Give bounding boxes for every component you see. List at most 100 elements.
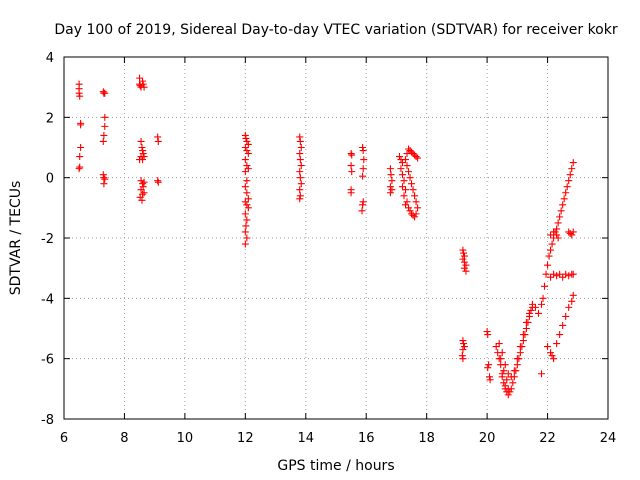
data-point [139,147,147,155]
data-point [566,171,574,179]
data-point [358,207,366,215]
data-point [397,165,405,173]
data-point [409,211,417,219]
data-point [553,272,561,280]
data-point [138,144,146,151]
data-point [460,252,468,260]
data-point [140,83,148,91]
data-point [569,159,577,167]
y-tick-label: -6 [41,353,54,368]
data-point [242,222,250,230]
data-point [387,171,395,179]
data-point [100,174,108,182]
data-point [398,171,406,179]
x-tick-label: 8 [120,431,128,446]
data-point [405,204,413,212]
data-point [507,373,515,381]
data-point [405,145,413,153]
data-point [559,321,567,329]
data-point [459,346,467,354]
data-point [406,207,414,215]
data-point [296,174,304,182]
data-point [460,258,468,266]
data-point [504,385,512,393]
data-point [242,134,250,142]
data-point [462,261,470,269]
data-point [243,137,251,145]
data-point [139,180,147,188]
data-point [486,376,494,384]
data-point [513,361,521,369]
data-point [296,137,304,145]
data-point [99,171,107,179]
data-point [403,162,411,170]
data-point [519,337,527,345]
data-point [403,150,411,158]
data-point [154,137,162,145]
data-point [139,77,147,85]
data-point [403,198,411,206]
data-point [569,291,577,299]
data-point [484,331,492,339]
y-tick-label: -2 [41,232,54,247]
data-point [296,195,304,203]
series-15-9h [358,144,368,215]
x-tick-label: 16 [358,431,375,446]
data-point [411,151,419,159]
data-point [568,165,576,173]
data-point [347,150,355,158]
data-point [241,183,249,191]
grid-lines [64,57,608,419]
data-point [99,88,107,96]
data-point [406,147,414,155]
data-point [243,162,251,170]
data-point [101,113,109,121]
data-point [554,234,562,242]
data-point [348,168,356,176]
data-point [562,312,570,320]
data-point [77,121,85,129]
series-6-5h [75,80,85,173]
data-point [388,186,396,194]
data-point [513,355,521,363]
data-point [553,231,561,239]
data-point [140,178,148,186]
data-point [506,388,514,396]
data-point [241,156,249,164]
data-point [522,325,530,332]
data-point [140,153,148,161]
data-point [412,153,420,161]
data-point [411,213,419,221]
data-point [243,189,251,197]
data-point [459,246,467,254]
data-point [398,159,406,167]
data-point [548,240,556,248]
data-point [101,89,109,97]
data-point [458,352,466,360]
data-point [388,177,396,185]
data-point [504,391,512,399]
y-tick-label: -8 [41,413,54,428]
data-point [547,231,555,239]
data-point [241,144,249,151]
data-point [559,273,567,281]
series-19-2h [458,246,470,363]
data-point [76,163,84,171]
data-point [348,151,356,159]
data-point [395,153,403,161]
data-point [548,352,556,360]
data-point [459,355,467,363]
data-point [460,340,468,348]
data-point [76,92,84,100]
data-point [244,204,252,212]
data-point [359,165,367,173]
data-point [522,318,530,326]
x-tick-label: 6 [60,431,68,446]
data-point [556,270,564,278]
data-point [297,180,305,188]
x-tick-label: 14 [298,431,315,446]
data-point [483,328,491,336]
data-point [414,204,422,212]
data-point [386,189,394,197]
data-point [498,349,506,357]
